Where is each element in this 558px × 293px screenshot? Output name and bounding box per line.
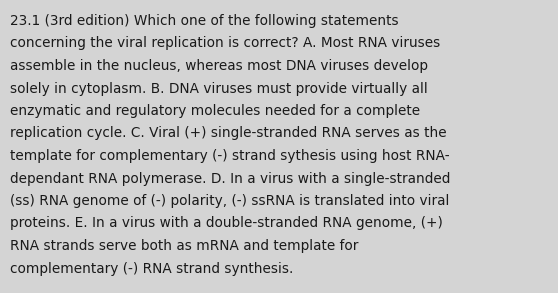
- Text: proteins. E. In a virus with a double-stranded RNA genome, (+): proteins. E. In a virus with a double-st…: [10, 217, 443, 231]
- Text: replication cycle. C. Viral (+) single-stranded RNA serves as the: replication cycle. C. Viral (+) single-s…: [10, 127, 446, 141]
- Text: assemble in the nucleus, whereas most DNA viruses develop: assemble in the nucleus, whereas most DN…: [10, 59, 428, 73]
- Text: solely in cytoplasm. B. DNA viruses must provide virtually all: solely in cytoplasm. B. DNA viruses must…: [10, 81, 428, 96]
- Text: 23.1 (3rd edition) Which one of the following statements: 23.1 (3rd edition) Which one of the foll…: [10, 14, 398, 28]
- Text: concerning the viral replication is correct? A. Most RNA viruses: concerning the viral replication is corr…: [10, 37, 440, 50]
- Text: RNA strands serve both as mRNA and template for: RNA strands serve both as mRNA and templ…: [10, 239, 358, 253]
- Text: dependant RNA polymerase. D. In a virus with a single-stranded: dependant RNA polymerase. D. In a virus …: [10, 171, 450, 185]
- Text: template for complementary (-) strand sythesis using host RNA-: template for complementary (-) strand sy…: [10, 149, 450, 163]
- Text: (ss) RNA genome of (-) polarity, (-) ssRNA is translated into viral: (ss) RNA genome of (-) polarity, (-) ssR…: [10, 194, 449, 208]
- Text: enzymatic and regulatory molecules needed for a complete: enzymatic and regulatory molecules neede…: [10, 104, 420, 118]
- Text: complementary (-) RNA strand synthesis.: complementary (-) RNA strand synthesis.: [10, 261, 294, 275]
